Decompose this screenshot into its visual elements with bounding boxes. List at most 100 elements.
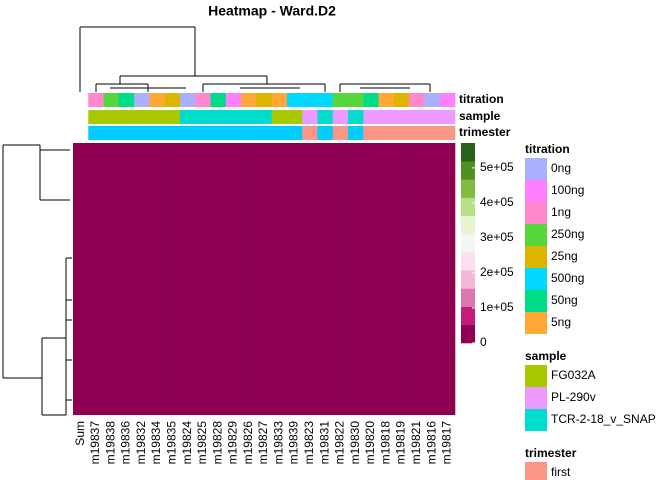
legend-label: PL-290v (551, 390, 596, 404)
heatmap-cell (393, 143, 410, 415)
annotation-cell (424, 110, 441, 124)
annotation-cell (302, 93, 318, 107)
legend-label: 1ng (551, 205, 571, 219)
annotation-cell (348, 110, 364, 124)
legend-swatch (525, 268, 547, 290)
color-scale-swatch (461, 215, 475, 235)
annotation-cell (409, 93, 425, 107)
column-label: Sum (73, 421, 87, 446)
annotation-cell (348, 126, 364, 140)
annotation-cell (332, 126, 349, 140)
annotation-cell (256, 126, 272, 140)
column-label: m19839 (287, 421, 301, 465)
annotation-cell (210, 93, 227, 107)
legend-swatch (525, 462, 547, 480)
column-label: m19821 (409, 421, 423, 465)
annotation-cell (134, 126, 150, 140)
annotation-cell (439, 126, 456, 140)
color-scale-swatch (461, 161, 475, 180)
annotation-cell (393, 93, 410, 107)
annotation-label: sample (459, 109, 501, 123)
column-label: m19834 (149, 421, 163, 465)
legend-swatch (525, 312, 547, 334)
column-label: m19835 (164, 421, 178, 465)
legend-label: 0ng (551, 161, 571, 175)
heatmap-cell (286, 143, 303, 415)
legend-swatch (525, 365, 547, 387)
heatmap-cell (195, 143, 211, 415)
annotation-cell (378, 110, 395, 124)
annotation-cell (363, 126, 379, 140)
legend-label: FG032A (551, 368, 596, 382)
annotation-cell (164, 126, 181, 140)
column-label: m19826 (241, 421, 255, 465)
annotation-cell (363, 93, 379, 107)
column-label: m19827 (256, 421, 270, 465)
column-label: m19828 (210, 421, 224, 465)
legend-swatch (525, 180, 547, 202)
annotation-cell (424, 93, 441, 107)
heatmap-cell (424, 143, 441, 415)
heatmap-cell (241, 143, 257, 415)
column-label: m19831 (317, 421, 331, 465)
heatmap-cell (149, 143, 165, 415)
heatmap-cell (332, 143, 349, 415)
legend-label: 100ng (551, 183, 584, 197)
annotation-cell (149, 93, 165, 107)
column-label: m19822 (333, 421, 347, 465)
annotation-cell (363, 110, 379, 124)
annotation-label: trimester (459, 125, 511, 139)
color-scale-swatch (461, 252, 475, 271)
annotation-cell (241, 126, 257, 140)
legend-label: 25ng (551, 249, 578, 263)
annotation-cell (439, 93, 456, 107)
column-label: m19832 (134, 421, 148, 465)
heatmap-cell (88, 143, 104, 415)
annotation-cell (286, 110, 303, 124)
legend-label: 50ng (551, 293, 578, 307)
column-label: m19818 (378, 421, 392, 465)
legend-label: 250ng (551, 227, 584, 241)
annotation-cell (256, 93, 272, 107)
column-dendrogram (79, 26, 431, 92)
annotation-cell (179, 126, 196, 140)
annotation-cell (195, 93, 211, 107)
heatmap-cell (271, 143, 288, 415)
annotation-cell (164, 93, 181, 107)
annotation-cell (378, 126, 395, 140)
heatmap-cell (179, 143, 196, 415)
annotation-cell (118, 93, 135, 107)
annotation-cell (393, 110, 410, 124)
annotation-label: titration (459, 92, 504, 106)
annotation-cell (118, 110, 135, 124)
heatmap-cell (73, 143, 89, 415)
legend-label: 500ng (551, 271, 584, 285)
color-scale-swatch (461, 179, 475, 198)
annotation-cell (409, 110, 425, 124)
legend-label: TCR-2-18_v_SNAP (551, 412, 656, 426)
column-label: m19833 (271, 421, 285, 465)
column-label: m19819 (394, 421, 408, 465)
annotation-cell (424, 126, 441, 140)
annotation-cell (88, 126, 104, 140)
heatmap-cell (134, 143, 150, 415)
annotation-cell (241, 110, 257, 124)
annotation-cell (393, 126, 410, 140)
annotation-cell (317, 126, 334, 140)
heatmap-cell (439, 143, 456, 415)
legend-swatch (525, 387, 547, 409)
legend-title: titration (525, 142, 570, 156)
column-label: m19838 (103, 421, 117, 465)
color-scale-label: 2e+05 (480, 265, 514, 279)
heatmap-cell (164, 143, 181, 415)
column-label: m19823 (302, 421, 316, 465)
annotation-cell (103, 126, 120, 140)
row-dendrogram (2, 144, 72, 416)
annotation-cell (271, 93, 288, 107)
annotation-cell (225, 110, 242, 124)
annotation-cell (118, 126, 135, 140)
color-scale-label: 0 (480, 335, 487, 349)
annotation-cell (271, 110, 288, 124)
annotation-cell (88, 93, 104, 107)
